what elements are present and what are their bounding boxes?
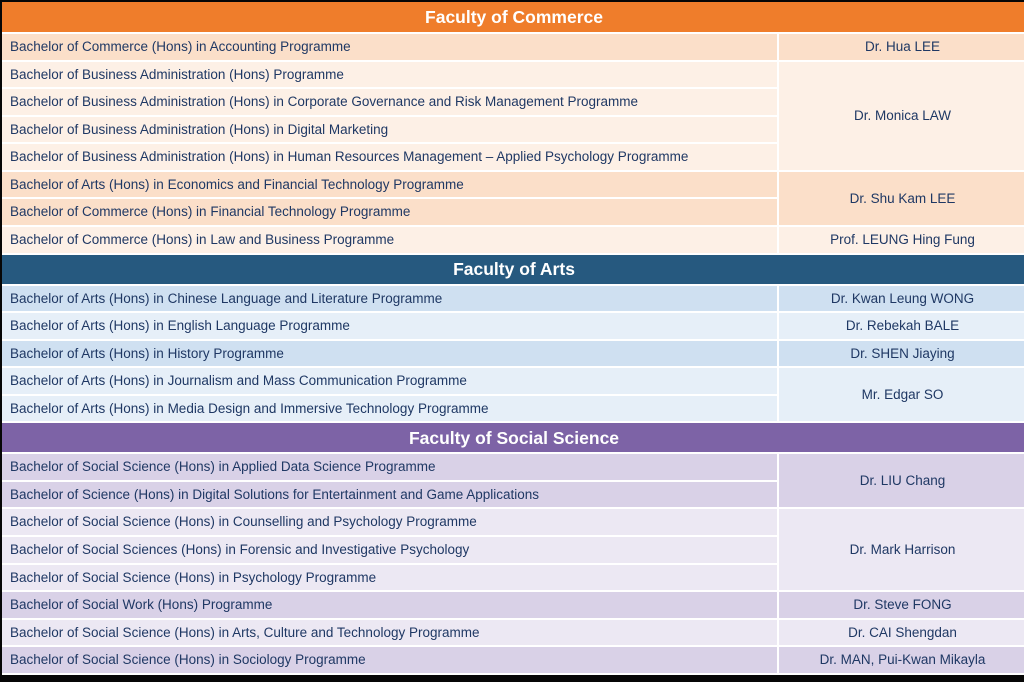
- table-row: Bachelor of Commerce (Hons) in Accountin…: [2, 33, 1024, 62]
- table-row: Bachelor of Arts (Hons) in Economics and…: [2, 170, 1024, 227]
- programme-cell: Bachelor of Social Work (Hons) Programme: [2, 591, 779, 620]
- faculty-header-commerce: Faculty of Commerce: [2, 2, 1024, 34]
- table-row: Bachelor of Arts (Hons) in Journalism an…: [2, 367, 1024, 424]
- leader-cell: Dr. Steve FONG: [778, 591, 1024, 620]
- programme-cell: Bachelor of Social Science (Hons) in App…: [2, 453, 779, 482]
- leader-cell: Dr. Shu Kam LEE: [778, 170, 1024, 227]
- leader-cell: Dr. SHEN Jiaying: [778, 339, 1024, 369]
- programme-cell: Bachelor of Commerce (Hons) in Accountin…: [2, 33, 779, 62]
- faculty-header-arts: Faculty of Arts: [2, 253, 1024, 286]
- programme-cell: Bachelor of Business Administration (Hon…: [2, 115, 779, 145]
- leader-cell: Dr. MAN, Pui-Kwan Mikayla: [778, 646, 1024, 675]
- programme-cell: Bachelor of Commerce (Hons) in Law and B…: [2, 225, 779, 255]
- table-row: Bachelor of Commerce (Hons) in Financial…: [2, 198, 1024, 227]
- table-row: Bachelor of Business Administration (Hon…: [2, 60, 1024, 172]
- table-row: Bachelor of Social Science (Hons) in App…: [2, 453, 1024, 510]
- section-header-row: Faculty of Social Science: [2, 422, 1024, 455]
- programme-cell: Bachelor of Social Science (Hons) in Art…: [2, 618, 779, 648]
- table-row: Bachelor of Business Administration (Hon…: [2, 115, 1024, 145]
- table-row: Bachelor of Social Work (Hons) Programme…: [2, 591, 1024, 620]
- programme-cell: Bachelor of Social Science (Hons) in Soc…: [2, 646, 779, 675]
- programme-cell: Bachelor of Social Science (Hons) in Cou…: [2, 508, 779, 537]
- table-row: Bachelor of Social Sciences (Hons) in Fo…: [2, 536, 1024, 565]
- table-row: Bachelor of Business Administration (Hon…: [2, 143, 1024, 172]
- programme-cell: Bachelor of Business Administration (Hon…: [2, 60, 779, 90]
- programme-cell: Bachelor of Social Sciences (Hons) in Fo…: [2, 536, 779, 565]
- leader-cell: Dr. Monica LAW: [778, 60, 1024, 172]
- leader-cell: Dr. Kwan Leung WONG: [778, 284, 1024, 314]
- programme-cell: Bachelor of Arts (Hons) in Journalism an…: [2, 367, 779, 396]
- table-row: Bachelor of Arts (Hons) in English Langu…: [2, 312, 1024, 341]
- programme-cell: Bachelor of Arts (Hons) in Economics and…: [2, 170, 779, 200]
- leader-cell: Dr. Rebekah BALE: [778, 312, 1024, 341]
- leader-cell: Dr. LIU Chang: [778, 453, 1024, 510]
- table-row: Bachelor of Social Science (Hons) in Art…: [2, 618, 1024, 648]
- section-header-row: Faculty of Arts: [2, 253, 1024, 286]
- programme-cell: Bachelor of Social Science (Hons) in Psy…: [2, 563, 779, 593]
- table-row: Bachelor of Social Science (Hons) in Psy…: [2, 563, 1024, 593]
- programme-cell: Bachelor of Arts (Hons) in Media Design …: [2, 394, 779, 424]
- programme-cell: Bachelor of Science (Hons) in Digital So…: [2, 480, 779, 510]
- programme-cell: Bachelor of Arts (Hons) in History Progr…: [2, 339, 779, 369]
- leader-cell: Mr. Edgar SO: [778, 367, 1024, 424]
- programme-cell: Bachelor of Commerce (Hons) in Financial…: [2, 198, 779, 227]
- leader-cell: Prof. LEUNG Hing Fung: [778, 225, 1024, 255]
- programme-cell: Bachelor of Business Administration (Hon…: [2, 88, 779, 117]
- table-row: Bachelor of Science (Hons) in Digital So…: [2, 480, 1024, 510]
- leader-cell: Dr. Mark Harrison: [778, 508, 1024, 593]
- programme-cell: Bachelor of Arts (Hons) in English Langu…: [2, 312, 779, 341]
- table-row: Bachelor of Arts (Hons) in Chinese Langu…: [2, 284, 1024, 314]
- table-row: Bachelor of Arts (Hons) in History Progr…: [2, 339, 1024, 369]
- table-row: Bachelor of Business Administration (Hon…: [2, 88, 1024, 117]
- programme-cell: Bachelor of Arts (Hons) in Chinese Langu…: [2, 284, 779, 314]
- section-header-row: Faculty of Commerce: [2, 2, 1024, 34]
- table-row: Bachelor of Social Science (Hons) in Soc…: [2, 646, 1024, 675]
- leader-cell: Dr. Hua LEE: [778, 33, 1024, 62]
- faculty-header-social-science: Faculty of Social Science: [2, 422, 1024, 455]
- leader-cell: Dr. CAI Shengdan: [778, 618, 1024, 648]
- table-row: Bachelor of Commerce (Hons) in Law and B…: [2, 225, 1024, 255]
- table-row: Bachelor of Social Science (Hons) in Cou…: [2, 508, 1024, 593]
- table-row: Bachelor of Arts (Hons) in Media Design …: [2, 394, 1024, 424]
- programme-cell: Bachelor of Business Administration (Hon…: [2, 143, 779, 172]
